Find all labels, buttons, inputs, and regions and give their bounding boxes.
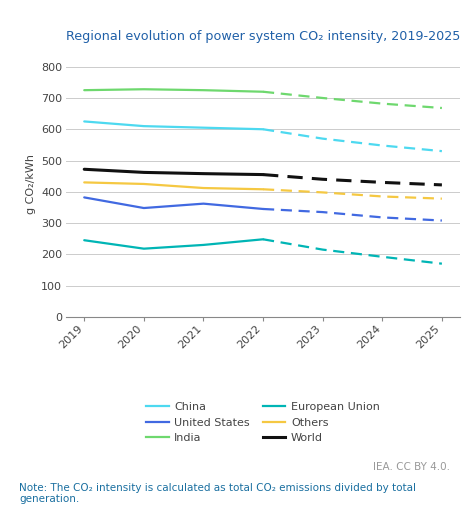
Text: IEA. CC BY 4.0.: IEA. CC BY 4.0. bbox=[374, 462, 450, 473]
Text: Note: The CO₂ intensity is calculated as total CO₂ emissions divided by total
ge: Note: The CO₂ intensity is calculated as… bbox=[19, 483, 416, 504]
Legend: China, United States, India, European Union, Others, World: China, United States, India, European Un… bbox=[146, 402, 380, 443]
Text: Regional evolution of power system CO₂ intensity, 2019-2025: Regional evolution of power system CO₂ i… bbox=[66, 30, 461, 43]
Y-axis label: g CO₂/kWh: g CO₂/kWh bbox=[26, 154, 36, 214]
